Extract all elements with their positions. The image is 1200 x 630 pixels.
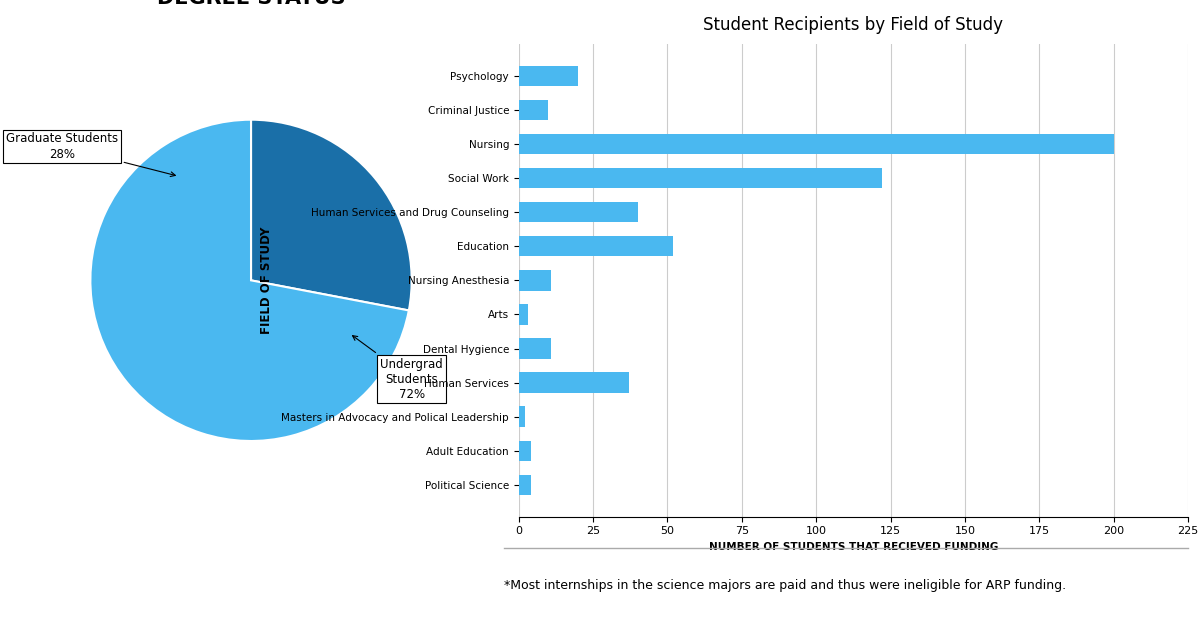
Bar [518, 406, 524, 427]
Text: *Most internships in the science majors are paid and thus were ineligible for AR: *Most internships in the science majors … [504, 580, 1066, 592]
Bar [518, 66, 578, 86]
Y-axis label: FIELD OF STUDY: FIELD OF STUDY [260, 227, 274, 334]
Bar [518, 168, 882, 188]
Bar [518, 474, 530, 495]
Title: STUDENT RECIPIENTS BY
DEGREE STATUS: STUDENT RECIPIENTS BY DEGREE STATUS [106, 0, 396, 8]
Wedge shape [251, 120, 412, 311]
Text: Graduate Students
28%: Graduate Students 28% [6, 132, 175, 176]
Bar [518, 202, 637, 222]
Bar [518, 440, 530, 461]
Text: Undergrad
Students
72%: Undergrad Students 72% [353, 336, 443, 401]
Bar [518, 372, 629, 393]
X-axis label: NUMBER OF STUDENTS THAT RECIEVED FUNDING: NUMBER OF STUDENTS THAT RECIEVED FUNDING [709, 542, 998, 552]
Title: Student Recipients by Field of Study: Student Recipients by Field of Study [703, 16, 1003, 34]
Bar [518, 236, 673, 256]
Bar [518, 304, 528, 324]
Bar [518, 338, 552, 358]
Bar [518, 100, 548, 120]
Wedge shape [90, 120, 409, 441]
Bar [518, 270, 552, 290]
Bar [518, 134, 1114, 154]
